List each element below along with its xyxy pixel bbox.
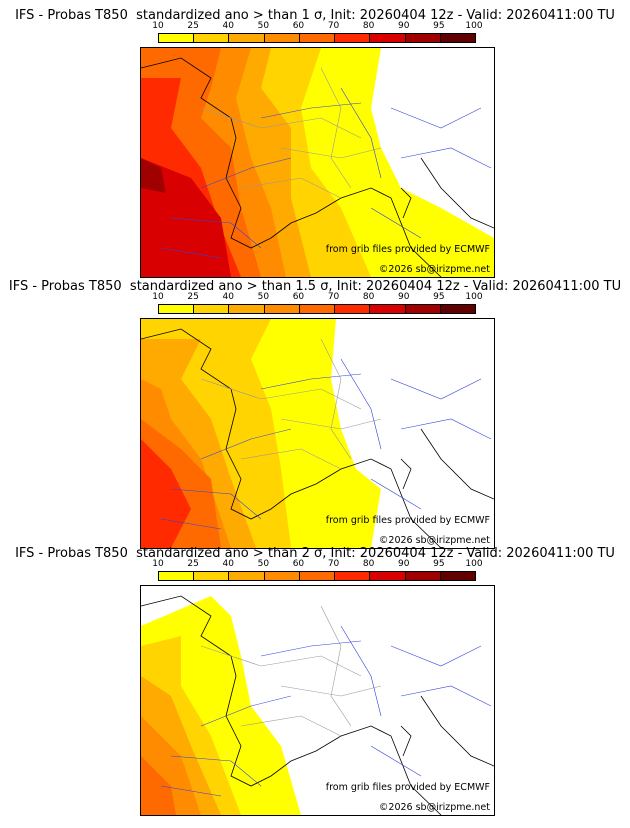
colorbar-swatch — [299, 305, 336, 313]
colorbar-tick: 25 — [187, 21, 199, 31]
borders — [200, 605, 382, 737]
colorbar-swatch — [440, 34, 475, 42]
probability-area — [141, 158, 166, 193]
colorbar-swatch — [159, 572, 195, 580]
panel-title: IFS - Probas T850 standardized ano > tha… — [15, 546, 615, 561]
map-frame: from grib files provided by ECMWF ©2026 … — [140, 47, 495, 278]
colorbar-swatch — [159, 305, 195, 313]
colorbar-tick: 95 — [433, 21, 445, 31]
map-frame: from grib files provided by ECMWF ©2026 … — [140, 585, 495, 816]
colorbar-tick: 60 — [292, 21, 305, 31]
colorbar-tick: 10 — [152, 21, 164, 31]
colorbar-tick: 25 — [187, 559, 199, 569]
colorbar-swatch — [405, 305, 441, 313]
colorbar — [158, 571, 476, 581]
source-credit: from grib files provided by ECMWF — [325, 244, 490, 255]
colorbar-swatch — [335, 305, 371, 313]
coastline — [141, 595, 494, 815]
rivers — [160, 87, 492, 259]
colorbar-labels: 10 25 40 50 60 70 80 90 95 100 — [152, 292, 482, 302]
colorbar-tick: 60 — [292, 559, 305, 569]
colorbar-tick: 90 — [398, 559, 410, 569]
probability-map — [141, 319, 494, 548]
coastline — [141, 57, 494, 277]
colorbar-tick: 100 — [465, 292, 483, 302]
colorbar-swatch — [335, 572, 371, 580]
colorbar-swatch — [335, 34, 371, 42]
colorbar-tick: 40 — [222, 292, 234, 302]
colorbar-swatch — [194, 34, 230, 42]
colorbar-tick: 95 — [433, 559, 445, 569]
colorbar-tick: 50 — [257, 292, 270, 302]
panel-title: IFS - Probas T850 standardized ano > tha… — [15, 8, 615, 23]
colorbar-swatch — [405, 572, 441, 580]
colorbar-tick: 50 — [257, 21, 270, 31]
colorbar-tick: 90 — [398, 292, 410, 302]
colorbar-swatch — [194, 305, 230, 313]
colorbar-tick: 70 — [327, 21, 340, 31]
colorbar-swatch — [264, 34, 300, 42]
probability-map — [141, 48, 494, 277]
copyright: ©2026 sb@irizpme.net — [378, 802, 490, 813]
borders — [200, 338, 382, 470]
colorbar-swatch — [405, 34, 441, 42]
colorbar-swatch — [370, 34, 406, 42]
colorbar-tick: 100 — [465, 559, 483, 569]
rivers — [160, 358, 492, 530]
copyright: ©2026 sb@irizpme.net — [378, 535, 490, 546]
source-credit: from grib files provided by ECMWF — [325, 515, 490, 526]
colorbar-swatch — [159, 34, 195, 42]
colorbar-swatch — [440, 572, 475, 580]
colorbar-tick: 80 — [362, 21, 375, 31]
rivers — [160, 625, 492, 797]
colorbar-tick: 95 — [433, 292, 445, 302]
coastline — [141, 328, 494, 548]
colorbar-tick: 25 — [187, 292, 199, 302]
colorbar-tick: 10 — [152, 292, 164, 302]
colorbar-swatch — [264, 305, 300, 313]
colorbar-swatch — [229, 34, 265, 42]
colorbar-tick: 80 — [362, 559, 375, 569]
colorbar-tick: 70 — [327, 559, 340, 569]
colorbar-tick: 50 — [257, 559, 270, 569]
colorbar-swatch — [229, 305, 265, 313]
colorbar-swatch — [440, 305, 475, 313]
colorbar-swatch — [229, 572, 265, 580]
colorbar-tick: 40 — [222, 559, 234, 569]
probability-map — [141, 595, 494, 815]
borders — [200, 67, 382, 199]
colorbar-tick: 70 — [327, 292, 340, 302]
colorbar-tick: 10 — [152, 559, 164, 569]
colorbar-tick: 40 — [222, 21, 234, 31]
colorbar-labels: 10 25 40 50 60 70 80 90 95 100 — [152, 21, 482, 31]
copyright: ©2026 sb@irizpme.net — [378, 264, 490, 275]
colorbar-swatch — [299, 34, 336, 42]
probability-area — [141, 439, 191, 548]
colorbar-tick: 80 — [362, 292, 375, 302]
map-frame: from grib files provided by ECMWF ©2026 … — [140, 318, 495, 549]
colorbar-tick: 60 — [292, 292, 305, 302]
panel-title: IFS - Probas T850 standardized ano > tha… — [8, 279, 622, 294]
colorbar-labels: 10 25 40 50 60 70 80 90 95 100 — [152, 559, 482, 569]
colorbar-swatch — [194, 572, 230, 580]
colorbar-tick: 90 — [398, 21, 410, 31]
colorbar-tick: 100 — [465, 21, 483, 31]
colorbar-swatch — [299, 572, 336, 580]
colorbar-swatch — [264, 572, 300, 580]
colorbar — [158, 304, 476, 314]
colorbar-swatch — [370, 305, 406, 313]
source-credit: from grib files provided by ECMWF — [325, 782, 490, 793]
colorbar — [158, 33, 476, 43]
probability-area — [141, 756, 176, 815]
colorbar-swatch — [370, 572, 406, 580]
